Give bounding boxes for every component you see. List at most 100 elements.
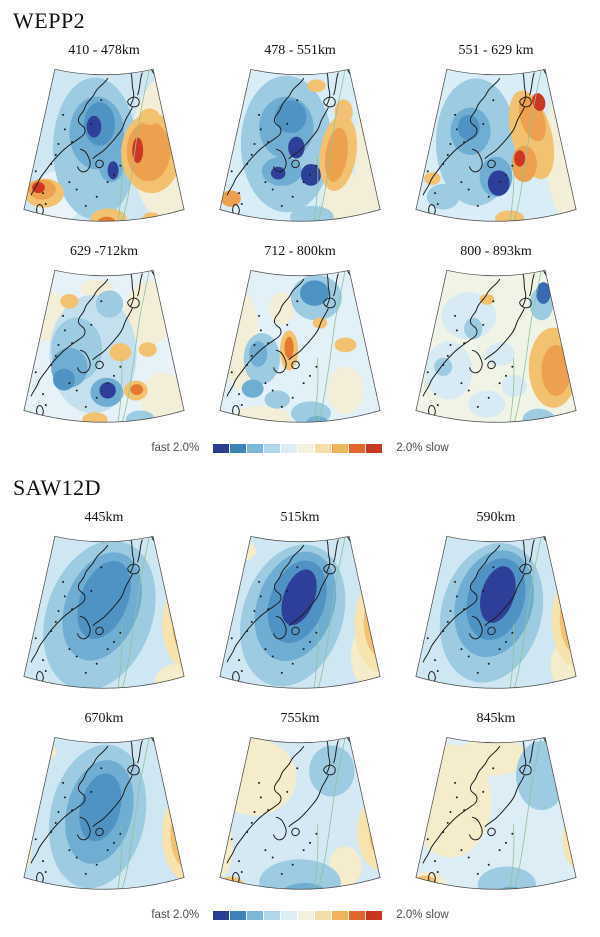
colorbar-segment [366, 910, 383, 920]
map-panel: 712 - 800km [206, 243, 394, 436]
colorbar [213, 910, 383, 920]
map-frame [23, 68, 185, 222]
coastline [226, 544, 305, 663]
coastline [487, 159, 496, 169]
coastline [428, 405, 436, 417]
depth-label: 800 - 893km [460, 244, 532, 259]
map-panel: 590km [402, 509, 590, 702]
depth-label: 845km [476, 711, 516, 726]
map-frame [23, 269, 185, 423]
colorbar-slow-label: 2.0% slow [396, 442, 449, 454]
colorbar-segment [247, 910, 264, 920]
model-section-wepp2: WEPP2 410 - 478km 478 - 551km 551 - 629 km… [0, 0, 600, 455]
coastline [137, 72, 143, 96]
colorbar-segment [247, 443, 264, 453]
colorbar-segment [264, 910, 281, 920]
tomography-map [219, 736, 381, 890]
coastline [529, 273, 535, 297]
tomography-map [219, 269, 381, 423]
coastline [469, 816, 483, 841]
colorbar-segment [298, 443, 315, 453]
coastline [521, 271, 527, 308]
coastline [484, 775, 525, 828]
depth-label: 515km [280, 510, 320, 525]
tomography-map [415, 535, 577, 689]
maps-grid: 445km 515km 590km 670km 755km 845km [0, 501, 600, 903]
coastline [30, 745, 109, 864]
coastline [291, 360, 300, 370]
map-frame [219, 535, 381, 689]
coastline [291, 827, 300, 837]
coastline [428, 204, 436, 216]
coastline [30, 544, 109, 663]
map-panel: 800 - 893km [402, 243, 590, 436]
coastline [291, 159, 300, 169]
coastline [333, 740, 339, 764]
map-frame [219, 68, 381, 222]
tomography-map [23, 68, 185, 222]
map-panel: 629 -712km [10, 243, 198, 436]
colorbar-segment [332, 910, 349, 920]
coastline [487, 626, 496, 636]
colorbar-segment [298, 910, 315, 920]
depth-label: 590km [476, 510, 516, 525]
coastline [273, 349, 287, 374]
colorbar-slow-label: 2.0% slow [396, 909, 449, 921]
coastline [325, 70, 331, 107]
colorbar-segment [230, 910, 247, 920]
tomography-map [23, 736, 185, 890]
coastline [232, 204, 240, 216]
map-frame [23, 535, 185, 689]
depth-label: 445km [84, 510, 124, 525]
map-frame [23, 736, 185, 890]
coastline [325, 738, 331, 775]
colorbar-segment [281, 443, 298, 453]
coastline [422, 544, 501, 663]
model-title: SAW12D [13, 475, 102, 500]
colorbar-segment [332, 443, 349, 453]
coastline [288, 107, 329, 160]
coastline [95, 159, 104, 169]
tomography-map [415, 736, 577, 890]
depth-label: 670km [84, 711, 124, 726]
coastline [325, 537, 331, 574]
coastline [428, 872, 436, 884]
coastline [529, 740, 535, 764]
tomography-map [23, 535, 185, 689]
map-panel: 670km [10, 710, 198, 903]
tomography-map [23, 269, 185, 423]
map-panel: 515km [206, 509, 394, 702]
colorbar [213, 443, 383, 453]
map-panel: 445km [10, 509, 198, 702]
tomography-map [219, 68, 381, 222]
coastline [137, 539, 143, 563]
coastline [521, 70, 527, 107]
coastline [77, 349, 91, 374]
coastline [288, 574, 329, 627]
depth-label: 410 - 478km [68, 43, 140, 58]
tomography-map [219, 535, 381, 689]
coastline [288, 308, 329, 361]
map-frame [415, 68, 577, 222]
maps-grid: 410 - 478km 478 - 551km 551 - 629 km 629 -7… [0, 34, 600, 436]
coastline [428, 671, 436, 683]
coastline [232, 671, 240, 683]
coastline [95, 360, 104, 370]
coastline [232, 405, 240, 417]
colorbar-row: fast 2.0% 2.0% slow [0, 441, 600, 455]
coastline [521, 738, 527, 775]
coastline [30, 278, 109, 397]
coastline [273, 816, 287, 841]
map-panel: 410 - 478km [10, 42, 198, 235]
map-frame [219, 269, 381, 423]
coastline [92, 107, 133, 160]
coastline [129, 271, 135, 308]
map-frame [219, 736, 381, 890]
coastline [36, 872, 44, 884]
coastline [487, 360, 496, 370]
map-panel: 478 - 551km [206, 42, 394, 235]
coastline [521, 537, 527, 574]
map-frame [415, 736, 577, 890]
coastline [92, 574, 133, 627]
